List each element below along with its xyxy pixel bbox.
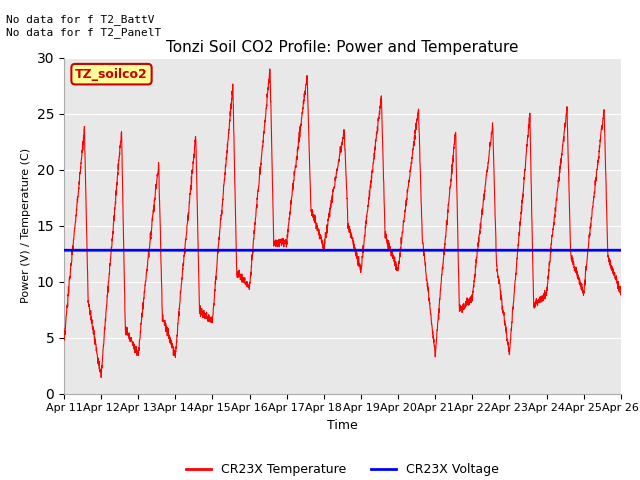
Text: No data for f T2_BattV
No data for f T2_PanelT: No data for f T2_BattV No data for f T2_… xyxy=(6,14,162,38)
Title: Tonzi Soil CO2 Profile: Power and Temperature: Tonzi Soil CO2 Profile: Power and Temper… xyxy=(166,40,518,55)
Y-axis label: Power (V) / Temperature (C): Power (V) / Temperature (C) xyxy=(21,148,31,303)
X-axis label: Time: Time xyxy=(327,419,358,432)
Legend: CR23X Temperature, CR23X Voltage: CR23X Temperature, CR23X Voltage xyxy=(181,458,504,480)
Text: TZ_soilco2: TZ_soilco2 xyxy=(75,68,148,81)
